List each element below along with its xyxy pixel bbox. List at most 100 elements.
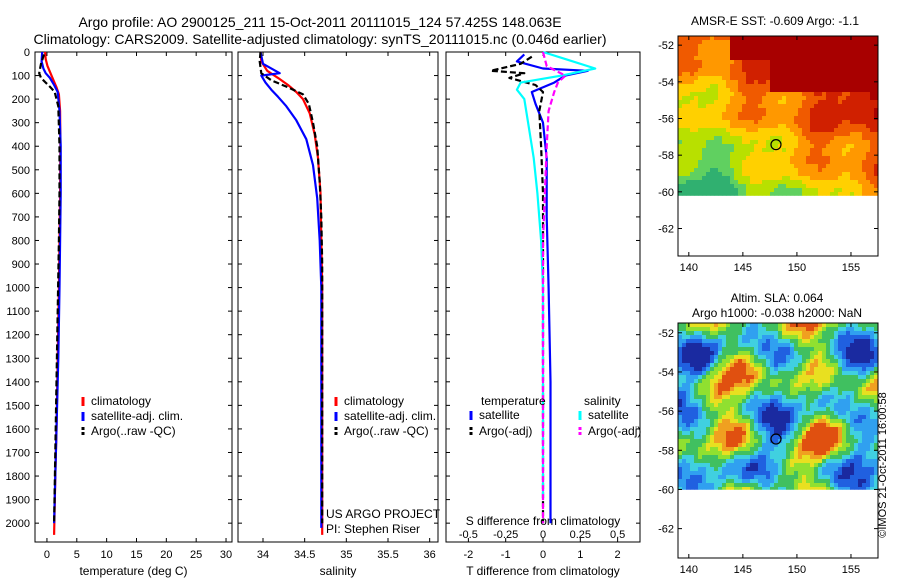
map-cell (710, 423, 715, 428)
map-cell (874, 112, 879, 117)
map-cell (706, 423, 711, 428)
map-cell (710, 375, 715, 380)
map-cell (826, 343, 831, 348)
map-cell (694, 164, 699, 169)
map-y-tick-label: -56 (658, 406, 674, 418)
legend-label: climatology (344, 394, 404, 408)
map-cell (818, 363, 823, 368)
map-cell (850, 387, 855, 392)
map-cell (762, 76, 767, 81)
map-cell (786, 339, 791, 344)
map-cell (754, 331, 759, 336)
map-cell (862, 439, 867, 444)
map-cell (774, 355, 779, 360)
map-cell (850, 60, 855, 65)
map-cell (870, 339, 875, 344)
map-cell (766, 339, 771, 344)
map-cell (826, 164, 831, 169)
map-cell (798, 60, 803, 65)
map-cell (726, 487, 731, 490)
map-cell (690, 124, 695, 129)
map-cell (734, 391, 739, 396)
map-cell (830, 407, 835, 412)
map-cell (718, 407, 723, 412)
map-cell (822, 479, 827, 484)
map-cell (838, 60, 843, 65)
map-cell (678, 168, 683, 173)
map-cell (714, 379, 719, 384)
map-cell (870, 427, 875, 432)
map-cell (822, 184, 827, 189)
map-cell (830, 331, 835, 336)
y-tick-label: 2000 (6, 518, 30, 530)
map-cell (818, 148, 823, 153)
map-cell (858, 164, 863, 169)
series-line-difference-0 (515, 53, 589, 524)
map-cell (782, 391, 787, 396)
map-cell (694, 395, 699, 400)
map-cell (686, 459, 691, 464)
map-cell (742, 343, 747, 348)
map-cell (754, 459, 759, 464)
map-cell (794, 188, 799, 193)
map-cell (798, 415, 803, 420)
map-cell (862, 431, 867, 436)
map-cell (718, 443, 723, 448)
map-cell (846, 363, 851, 368)
map-cell (722, 40, 727, 45)
map-cell (690, 168, 695, 173)
map-cell (714, 391, 719, 396)
map-cell (814, 327, 819, 332)
map-cell (834, 60, 839, 65)
map-cell (730, 160, 735, 165)
map-cell (874, 423, 879, 428)
map-cell (730, 379, 735, 384)
map-cell (726, 144, 731, 149)
map-cell (738, 156, 743, 161)
map-cell (794, 455, 799, 460)
map-cell (866, 487, 871, 490)
map-cell (826, 407, 831, 412)
map-cell (790, 383, 795, 388)
map-cell (846, 371, 851, 376)
map-cell (686, 339, 691, 344)
map-cell (718, 112, 723, 117)
map-cell (802, 80, 807, 85)
map-cell (866, 455, 871, 460)
map-cell (678, 335, 683, 340)
map-cell (838, 160, 843, 165)
map-cell (862, 156, 867, 161)
map-cell (750, 347, 755, 352)
map-cell (726, 363, 731, 368)
map-cell (862, 108, 867, 113)
map-cell (774, 383, 779, 388)
map-cell (774, 463, 779, 468)
map-cell (830, 96, 835, 101)
map-cell (822, 415, 827, 420)
map-cell (798, 72, 803, 77)
map-cell (814, 419, 819, 424)
map-cell (846, 120, 851, 125)
map-cell (786, 399, 791, 404)
map-cell (686, 160, 691, 165)
map-cell (802, 152, 807, 157)
map-cell (778, 108, 783, 113)
map-cell (678, 36, 683, 41)
map-cell (810, 347, 815, 352)
map-cell (814, 459, 819, 464)
map-cell (690, 92, 695, 97)
map-cell (758, 84, 763, 89)
map-cell (762, 431, 767, 436)
map-cell (794, 192, 799, 196)
map-cell (818, 355, 823, 360)
map-cell (810, 136, 815, 141)
map-cell (866, 351, 871, 356)
map-cell (774, 176, 779, 181)
map-cell (698, 92, 703, 97)
map-cell (838, 447, 843, 452)
map-cell (762, 451, 767, 456)
map-cell (714, 367, 719, 372)
map-cell (694, 124, 699, 129)
map-cell (870, 44, 875, 49)
map-cell (746, 156, 751, 161)
